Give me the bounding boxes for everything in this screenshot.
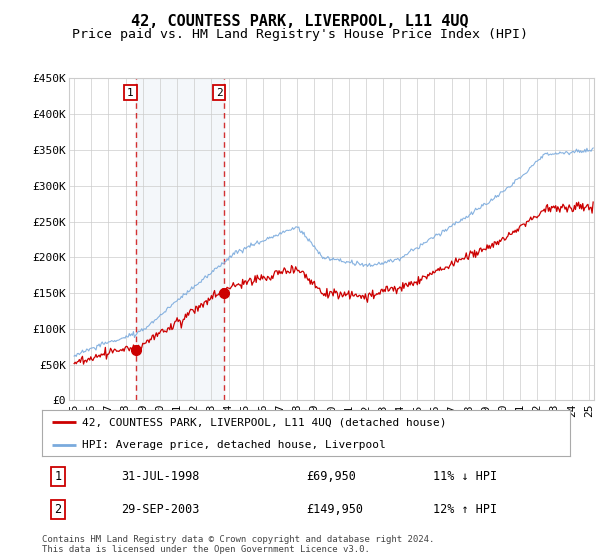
Text: 12% ↑ HPI: 12% ↑ HPI	[433, 503, 497, 516]
Text: 29-SEP-2003: 29-SEP-2003	[121, 503, 200, 516]
Text: 42, COUNTESS PARK, LIVERPOOL, L11 4UQ: 42, COUNTESS PARK, LIVERPOOL, L11 4UQ	[131, 14, 469, 29]
Bar	[136, 78, 224, 400]
Text: Price paid vs. HM Land Registry's House Price Index (HPI): Price paid vs. HM Land Registry's House …	[72, 28, 528, 41]
Text: 11% ↓ HPI: 11% ↓ HPI	[433, 470, 497, 483]
Text: Contains HM Land Registry data © Crown copyright and database right 2024.
This d: Contains HM Land Registry data © Crown c…	[42, 535, 434, 554]
Text: 31-JUL-1998: 31-JUL-1998	[121, 470, 200, 483]
Text: £149,950: £149,950	[306, 503, 363, 516]
Text: 42, COUNTESS PARK, LIVERPOOL, L11 4UQ (detached house): 42, COUNTESS PARK, LIVERPOOL, L11 4UQ (d…	[82, 417, 446, 427]
Text: 1: 1	[54, 470, 61, 483]
Text: 2: 2	[54, 503, 61, 516]
Text: HPI: Average price, detached house, Liverpool: HPI: Average price, detached house, Live…	[82, 440, 385, 450]
Text: 2: 2	[216, 88, 223, 97]
Text: £69,950: £69,950	[306, 470, 356, 483]
Text: 1: 1	[127, 88, 134, 97]
